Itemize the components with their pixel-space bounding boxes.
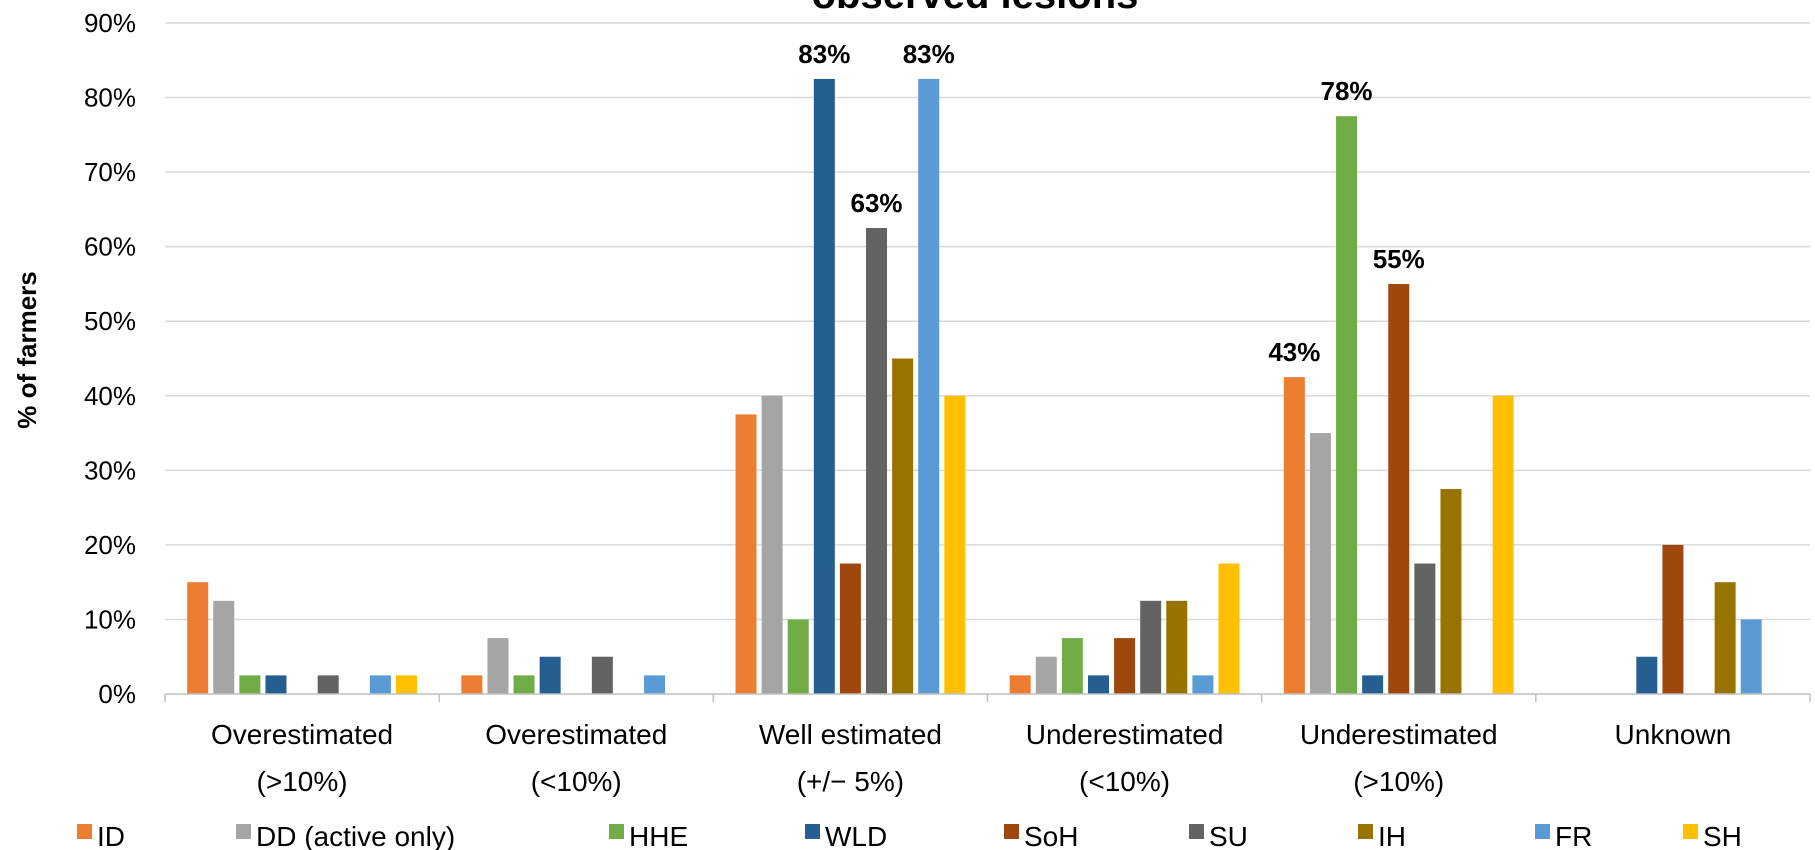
data-label: 83%: [903, 39, 955, 69]
bar: [1166, 600, 1188, 694]
y-tick-label: 80%: [84, 83, 136, 113]
bar: [1192, 675, 1214, 694]
x-tick-label: Overestimated: [485, 719, 667, 750]
bar: [1087, 675, 1109, 694]
bar: [395, 675, 417, 694]
bar: [1336, 116, 1358, 694]
data-label: 83%: [798, 39, 850, 69]
bar: [1009, 675, 1031, 694]
bar: [1388, 283, 1410, 694]
bar: [239, 675, 261, 694]
bar: [1035, 656, 1057, 694]
bar: [591, 656, 613, 694]
bar: [1283, 377, 1305, 694]
legend-swatch: [1358, 824, 1373, 839]
y-axis-label: % of farmers: [12, 271, 42, 429]
legend-label: ID: [97, 821, 125, 850]
x-tick-label: (>10%): [257, 766, 348, 797]
x-tick-label: Unknown: [1615, 719, 1732, 750]
data-label: 55%: [1373, 244, 1425, 274]
x-tick-label: (+/− 5%): [797, 766, 904, 797]
y-tick-label: 70%: [84, 157, 136, 187]
legend-swatch: [609, 824, 624, 839]
bar: [1140, 600, 1162, 694]
bar: [513, 675, 535, 694]
bars: [187, 78, 1762, 694]
bar: [1414, 563, 1436, 694]
bar: [1636, 656, 1658, 694]
y-tick-label: 0%: [98, 679, 136, 709]
bar: [918, 78, 940, 694]
bar: [213, 600, 235, 694]
bar: [1309, 433, 1331, 694]
bar: [187, 582, 209, 694]
x-tick-label: Well estimated: [759, 719, 942, 750]
bar: [1061, 638, 1083, 694]
bar: [265, 675, 287, 694]
bar: [892, 358, 914, 694]
data-labels: 83% 63% 83% 43% 78% 55%: [798, 39, 1424, 367]
data-label: 78%: [1321, 76, 1373, 106]
legend-swatch: [805, 824, 820, 839]
data-label: 63%: [850, 188, 902, 218]
bar: [839, 563, 861, 694]
legend-swatch: [236, 824, 251, 839]
y-tick-label: 10%: [84, 604, 136, 634]
bar: [1662, 544, 1684, 694]
y-tick-label: 30%: [84, 455, 136, 485]
gridlines: [165, 22, 1810, 621]
bar: [761, 395, 783, 694]
y-tick-label: 90%: [84, 8, 136, 38]
x-tick-label: Underestimated: [1300, 719, 1498, 750]
x-tick-label: (<10%): [531, 766, 622, 797]
bar: [461, 675, 483, 694]
bar: [369, 675, 391, 694]
x-axis: Overestimated (>10%) Overestimated (<10%) We…: [164, 693, 1811, 797]
legend-label: IH: [1378, 821, 1406, 850]
bar: [787, 619, 809, 694]
y-axis: 0% 10% 20% 30% 40% 50% 60% 70% 80% 90%: [84, 8, 136, 709]
bar: [944, 395, 966, 694]
legend-swatch: [77, 824, 92, 839]
bar: [813, 78, 835, 694]
bar: [1114, 638, 1136, 694]
bar: [317, 675, 339, 694]
bar: [487, 638, 509, 694]
x-tick-label: Underestimated: [1026, 719, 1224, 750]
bar: [644, 675, 666, 694]
legend-label: SoH: [1024, 821, 1078, 850]
bar: [1492, 395, 1514, 694]
legend: ID DD (active only) HHE WLD SoH SU IH FR SH: [77, 821, 1742, 850]
y-tick-label: 60%: [84, 232, 136, 262]
legend-swatch: [1004, 824, 1019, 839]
bar: [866, 228, 888, 694]
x-tick-label: Overestimated: [211, 719, 393, 750]
bar: [1218, 563, 1240, 694]
y-tick-label: 40%: [84, 381, 136, 411]
legend-label: WLD: [825, 821, 887, 850]
bar: [735, 414, 757, 694]
bar: [1440, 488, 1462, 694]
x-tick-label: (<10%): [1079, 766, 1170, 797]
legend-swatch: [1535, 824, 1550, 839]
legend-label: SU: [1209, 821, 1248, 850]
data-label: 43%: [1268, 337, 1320, 367]
x-tick-label: (>10%): [1353, 766, 1444, 797]
bar: [1714, 582, 1736, 694]
legend-swatch: [1683, 824, 1698, 839]
legend-swatch: [1189, 824, 1204, 839]
bar: [539, 656, 561, 694]
legend-label: FR: [1555, 821, 1592, 850]
chart-title: observed lesions: [812, 0, 1139, 17]
y-tick-label: 20%: [84, 530, 136, 560]
bar: [1740, 619, 1762, 694]
legend-label: HHE: [629, 821, 688, 850]
legend-label: SH: [1703, 821, 1742, 850]
y-tick-label: 50%: [84, 306, 136, 336]
bar: [1362, 675, 1384, 694]
legend-label: DD (active only): [256, 821, 455, 850]
